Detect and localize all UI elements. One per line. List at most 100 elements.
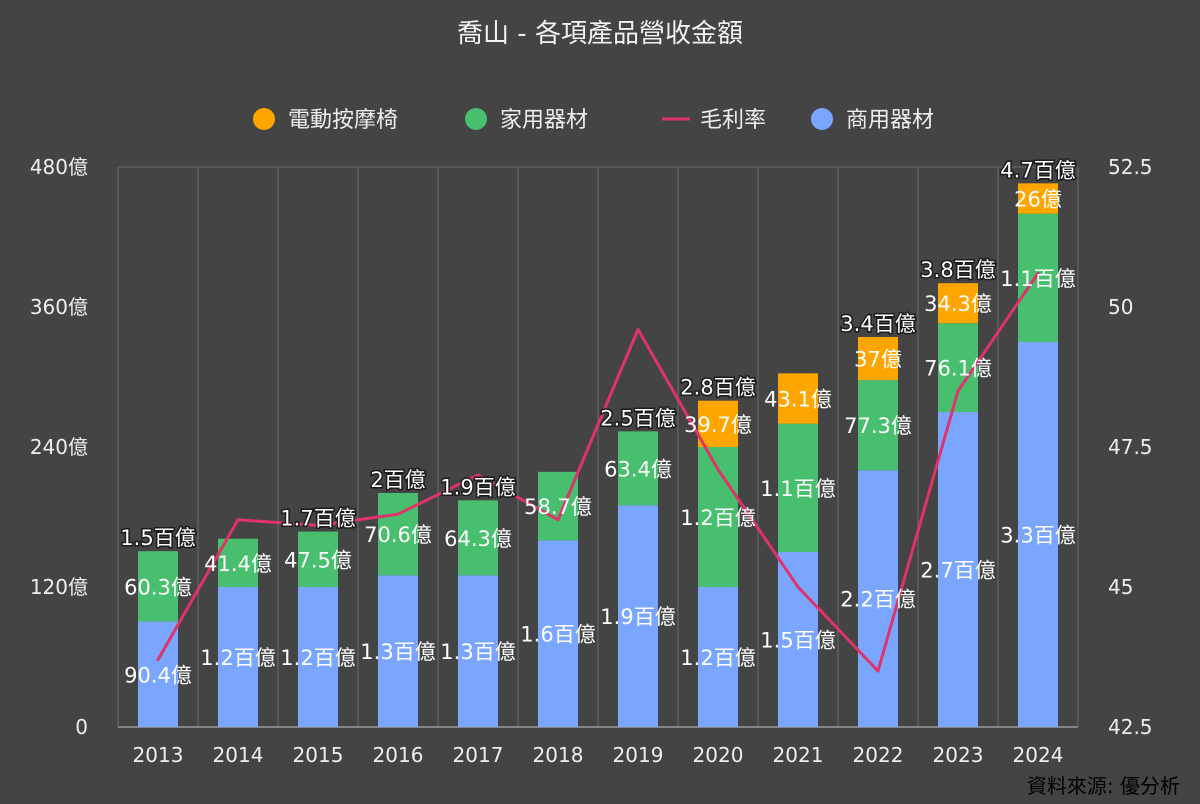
legend-circle-marker: [253, 108, 275, 130]
data-label-home: 77.3億: [844, 414, 912, 438]
bar-home: [618, 431, 658, 506]
data-label-massage-chair: 37億: [854, 348, 902, 372]
data-label-home: 1.1百億: [1000, 267, 1075, 291]
grid-lines: [117, 166, 1079, 728]
bar-massage-chair: [938, 283, 978, 324]
right-axis-tick: 42.5: [1108, 715, 1153, 739]
data-labels: 90.4億1.2百億 1.2百億 1.3百億 1.3百億1.6百億1.9百億1.2百億…: [119, 157, 1077, 687]
data-label-home: 76.1億: [924, 357, 992, 381]
data-label-commercial: 1.3百億: [440, 640, 515, 664]
total-label: 2.5百億: [600, 406, 675, 430]
bar-commercial: [778, 552, 818, 727]
data-label-massage-chair: 43.1億: [764, 388, 832, 412]
total-label: 3.8百億: [920, 258, 995, 282]
legend: 電動按摩椅 家用器材 毛利率 商用器材: [253, 108, 934, 133]
x-axis-tick: 2017: [453, 743, 504, 767]
bar-commercial: [218, 587, 258, 727]
data-label-home: 60.3億: [124, 575, 192, 599]
data-label-commercial: 90.4億: [124, 663, 192, 687]
bar-home: [538, 471, 578, 541]
total-label: 4.7百億: [1000, 158, 1075, 182]
legend-label: 商用器材: [846, 108, 934, 133]
bar-commercial: [698, 587, 738, 727]
x-axis-tick: 2021: [773, 743, 824, 767]
x-axis-tick: 2013: [133, 743, 184, 767]
total-label: 1.7百億: [280, 507, 355, 531]
data-label-commercial: 1.2百億: [200, 646, 275, 670]
bar-commercial: [298, 587, 338, 727]
x-axis-tick: 2015: [293, 743, 344, 767]
x-axis-tick: 2018: [533, 743, 584, 767]
right-axis-tick: 50: [1108, 295, 1133, 319]
axes: 0 120億 240億 360億 480億 42.5 45 47.5 50 52.5 2013 201…: [30, 155, 1153, 767]
data-label-massage-chair: 34.3億: [924, 292, 992, 316]
bar-home: [138, 551, 178, 622]
left-axis-tick: 360億: [30, 295, 88, 319]
margin-point: [716, 467, 720, 471]
data-label-commercial: 1.6百億: [520, 623, 595, 647]
bar-home: [1018, 213, 1058, 342]
bar-home: [938, 323, 978, 412]
left-axis-tick: 480億: [30, 155, 88, 179]
bar-commercial: [538, 540, 578, 727]
data-label-massage-chair: 26億: [1014, 188, 1062, 212]
data-label-home: 64.3億: [444, 527, 512, 551]
margin-point: [956, 389, 960, 393]
chart-title: 喬山 - 各項產品營收金額: [457, 19, 743, 49]
data-label-home: 63.4億: [604, 457, 672, 481]
bar-commercial: [1018, 342, 1058, 727]
data-label-commercial: 1.2百億: [280, 646, 355, 670]
bar-massage-chair: [858, 336, 898, 381]
bar-massage-chair: [698, 400, 738, 447]
data-label-commercial: 2.2百億: [840, 588, 915, 612]
data-label-home: 41.4億: [204, 552, 272, 576]
right-axis-tick: 52.5: [1108, 155, 1153, 179]
x-axis-tick: 2019: [613, 743, 664, 767]
data-label-commercial: 2.7百億: [920, 559, 995, 583]
data-label-commercial: 3.3百億: [1000, 524, 1075, 548]
legend-label: 毛利率: [700, 108, 766, 133]
data-label-massage-chair: 39.7億: [684, 413, 752, 437]
total-label: 1.5百億: [120, 526, 195, 550]
bars: [138, 183, 1058, 727]
bar-commercial: [858, 470, 898, 727]
total-label: 1.9百億: [440, 475, 515, 499]
data-label-home: 1.1百億: [760, 477, 835, 501]
margin-point: [636, 327, 640, 331]
x-axis-tick: 2016: [373, 743, 424, 767]
legend-label: 家用器材: [500, 108, 588, 133]
margin-point: [556, 518, 560, 522]
data-label-home: 70.6億: [364, 523, 432, 547]
data-label-commercial: 1.3百億: [360, 640, 435, 664]
margin-point: [236, 518, 240, 522]
legend-label: 電動按摩椅: [288, 108, 398, 133]
total-label: 2.8百億: [680, 375, 755, 399]
bar-massage-chair: [1018, 183, 1058, 214]
data-label-commercial: 1.5百億: [760, 629, 835, 653]
x-axis-tick: 2023: [933, 743, 984, 767]
bar-home: [458, 500, 498, 576]
x-axis-tick: 2024: [1013, 743, 1064, 767]
source-note: 資料來源: 優分析: [1027, 774, 1180, 798]
bar-commercial: [938, 412, 978, 727]
bar-commercial: [378, 575, 418, 727]
x-axis-tick: 2020: [693, 743, 744, 767]
margin-point: [1036, 271, 1040, 275]
data-label-home: 1.2百億: [680, 506, 755, 530]
margin-point: [796, 585, 800, 589]
margin-point: [316, 523, 320, 527]
data-label-home: 58.7億: [524, 495, 592, 519]
margin-line-series: [156, 272, 1040, 673]
bar-home: [858, 380, 898, 471]
bar-commercial: [458, 575, 498, 727]
legend-circle-marker: [811, 108, 833, 130]
bar-home: [778, 423, 818, 552]
margin-point: [396, 512, 400, 516]
legend-circle-marker: [465, 108, 487, 130]
x-axis-tick: 2022: [853, 743, 904, 767]
margin-line: [156, 271, 1040, 673]
left-axis-tick: 120億: [30, 575, 88, 599]
margin-point: [476, 473, 480, 477]
